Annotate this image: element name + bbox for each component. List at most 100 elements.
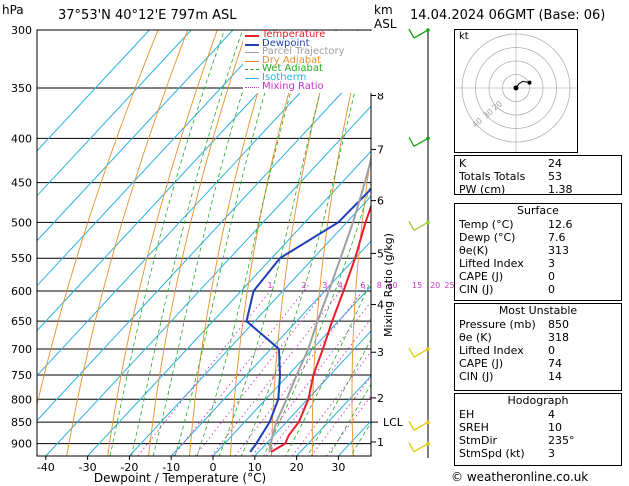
wind-barb-staff — [413, 421, 429, 431]
panel-row: StmSpd (kt) 3 — [455, 447, 621, 460]
wind-barb-staff — [413, 348, 429, 358]
datetime-title: 14.04.2024 06GMT (Base: 06) — [410, 8, 606, 23]
pressure-tick-label: 700 — [11, 343, 32, 356]
mixing-ratio-label: 4 — [338, 281, 343, 290]
dry-adiabat-line — [230, 30, 307, 456]
most-unstable-panel: Most Unstable Pressure (mb) 850 θe (K) 318 Li… — [454, 303, 622, 391]
isotherm-line — [87, 150, 371, 456]
panel-row-value: 1.38 — [548, 183, 573, 196]
wet-adiabat-line — [109, 30, 225, 456]
mixing-ratio-lines — [137, 284, 371, 456]
mixing-ratio-line — [291, 350, 371, 456]
wind-barb-dot — [426, 28, 430, 32]
mixing-ratio-label: 1 — [268, 281, 273, 290]
mixing-ratio-axis-label: Mixing Ratio (g/kg) — [382, 233, 395, 337]
legend-label: Dewpoint — [262, 37, 310, 49]
pressure-axis: 300 350 400 450 500 550 600 650 700 750 800 850 900 — [11, 24, 32, 451]
panel-row-value: 12.6 — [548, 218, 573, 231]
panel-row-key: Pressure (mb) — [459, 318, 536, 331]
asl-label: ASL — [374, 17, 397, 31]
panel-row: CAPE (J) 74 — [455, 357, 621, 370]
isotherm-line — [170, 240, 371, 456]
wet-adiabat-line — [174, 30, 285, 456]
wind-barb — [408, 347, 430, 358]
pressure-tick-label: 300 — [11, 24, 32, 37]
legend-swatch — [245, 78, 259, 79]
legend-swatch — [245, 43, 259, 46]
mixing-ratio-label: 3 — [322, 281, 327, 290]
dry-adiabat-line — [37, 30, 159, 407]
panel-row-value: 318 — [548, 331, 569, 344]
hodograph-end-dot — [527, 80, 532, 85]
legend-swatch — [245, 52, 259, 54]
mixing-ratio-line — [252, 301, 371, 456]
panel-row: Lifted Index 3 — [455, 257, 621, 270]
wind-barb-flag — [408, 347, 415, 358]
panel-row-key: Lifted Index — [459, 257, 524, 270]
pressure-tick-label: 350 — [11, 82, 32, 95]
mixing-ratio-label: 20 — [430, 281, 440, 290]
isotherm-line — [254, 330, 371, 456]
panel-row: K 24 — [455, 157, 621, 170]
panel-row-key: CAPE (J) — [459, 357, 504, 370]
wind-barb-flag — [408, 221, 415, 231]
legend-item: Isotherm — [243, 72, 383, 83]
wind-barb-staff — [413, 137, 429, 147]
temperature-tick-label: -10 — [162, 461, 180, 474]
isotherm-line — [37, 30, 234, 242]
panel-row-value: 3 — [548, 257, 555, 270]
panel-row-key: StmDir — [459, 434, 498, 447]
wind-barb-staff — [413, 221, 429, 231]
hodograph-origin-dot — [513, 85, 519, 91]
panel-row-value: 74 — [548, 357, 562, 370]
panel-row: θe(K) 313 — [455, 244, 621, 257]
wet-adiabat-line — [240, 30, 371, 456]
wind-barb-dot — [426, 136, 430, 141]
km-tick-label: 5 — [377, 247, 384, 260]
profile-series — [245, 155, 371, 453]
wind-barb — [408, 28, 430, 39]
lcl-label: LCL — [383, 416, 404, 429]
panel-row-key: θe(K) — [459, 244, 489, 257]
temperature-tick-label: -30 — [79, 461, 97, 474]
panel-row: EH 4 — [455, 408, 621, 421]
panel-row: SREH 10 — [455, 421, 621, 434]
mixing-ratio-label: 6 — [360, 281, 365, 290]
hodograph-stats-panel: Hodograph EH 4 SREH 10 StmDir 235° StmSpd (kt) 3 — [454, 393, 622, 466]
panel-row-value: 0 — [548, 344, 555, 357]
panel-row-key: θe (K) — [459, 331, 492, 344]
pressure-tick-label: 650 — [11, 315, 32, 328]
wet-adiabat-line — [218, 30, 337, 456]
legend-item: Parcel Trajectory — [243, 46, 383, 57]
panel-row-key: CIN (J) — [459, 283, 494, 296]
panel-row: θe (K) 318 — [455, 331, 621, 344]
wind-barb-flag — [408, 28, 415, 39]
wind-barb-staff — [413, 29, 429, 39]
panel-row-key: CIN (J) — [459, 370, 494, 383]
panel-row-key: EH — [459, 408, 475, 421]
legend-label: Temperature — [262, 29, 326, 40]
panel-row-value: 7.6 — [548, 231, 566, 244]
panel-row-key: Totals Totals — [459, 170, 526, 183]
isotherm-line — [37, 30, 317, 332]
panel-row-key: StmSpd (kt) — [459, 447, 525, 460]
panel-row-key: SREH — [459, 421, 489, 434]
wet-adiabat-line — [285, 279, 371, 456]
mixing-ratio-label: 8 — [377, 281, 382, 290]
panel-row-value: 235° — [548, 434, 575, 447]
mixing-ratio-line — [194, 284, 331, 456]
panel-title: Hodograph — [507, 394, 569, 407]
km-tick-label: 4 — [377, 299, 384, 312]
temperature-axis: -40 -30 -20 -10 0 10 20 30 — [37, 456, 345, 474]
panel-row: Pressure (mb) 850 — [455, 318, 621, 331]
wind-barb-dot — [426, 441, 430, 446]
km-tick-label: 1 — [377, 436, 384, 449]
wind-barbs — [408, 28, 430, 458]
legend-item: Dewpoint — [243, 37, 383, 49]
km-tick-label: 8 — [377, 89, 384, 102]
legend-item: Mixing Ratio — [243, 81, 383, 92]
pressure-tick-label: 800 — [11, 393, 32, 406]
x-axis-title: Dewpoint / Temperature (°C) — [94, 471, 266, 485]
wind-barb-staff — [413, 443, 429, 453]
pressure-tick-label: 750 — [11, 369, 32, 382]
